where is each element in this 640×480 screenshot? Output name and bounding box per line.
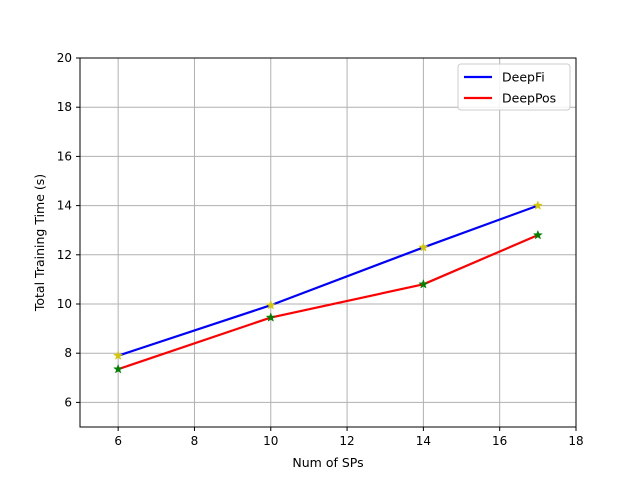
data-point-marker	[418, 278, 429, 289]
grid-lines	[80, 57, 577, 427]
x-axis-label: Num of SPs	[292, 455, 363, 470]
y-axis-label: Total Training Time (s)	[32, 174, 47, 312]
x-tick-label: 14	[416, 434, 431, 448]
data-point-marker	[418, 242, 429, 252]
y-tick-label: 18	[57, 100, 72, 114]
y-tick-label: 14	[57, 199, 72, 213]
y-tick-label: 16	[57, 149, 72, 163]
data-point-marker	[265, 312, 276, 322]
y-tick-label: 20	[57, 51, 72, 65]
data-point-marker	[532, 200, 543, 210]
series-line	[117, 234, 539, 371]
y-tick-label: 10	[57, 297, 72, 311]
y-tick-label: 6	[64, 395, 72, 409]
x-tick-label: 16	[492, 434, 507, 448]
axis-ticks: 6 8 10 12 14 16 18 6 8 10 12 14 16 18 20	[57, 51, 584, 448]
x-tick-label: 6	[114, 434, 122, 448]
series-deeppos	[113, 229, 543, 374]
data-point-marker	[113, 350, 124, 360]
legend-entry-label: DeepFi	[502, 70, 545, 85]
y-tick-label: 12	[57, 248, 72, 262]
plot-frame	[79, 57, 577, 428]
x-tick-label: 8	[191, 434, 199, 448]
data-point-marker	[265, 299, 276, 310]
data-point-marker	[532, 229, 543, 240]
legend-entry-label: DeepPos	[502, 91, 556, 106]
y-tick-label: 8	[64, 346, 72, 360]
data-point-marker	[113, 363, 124, 374]
x-tick-label: 12	[339, 434, 354, 448]
series-layer	[113, 200, 543, 374]
series-deepfi	[113, 200, 543, 360]
x-tick-label: 18	[568, 434, 583, 448]
series-line	[117, 204, 539, 357]
x-tick-label: 10	[263, 434, 278, 448]
legend: DeepFi DeepPos	[457, 63, 571, 111]
